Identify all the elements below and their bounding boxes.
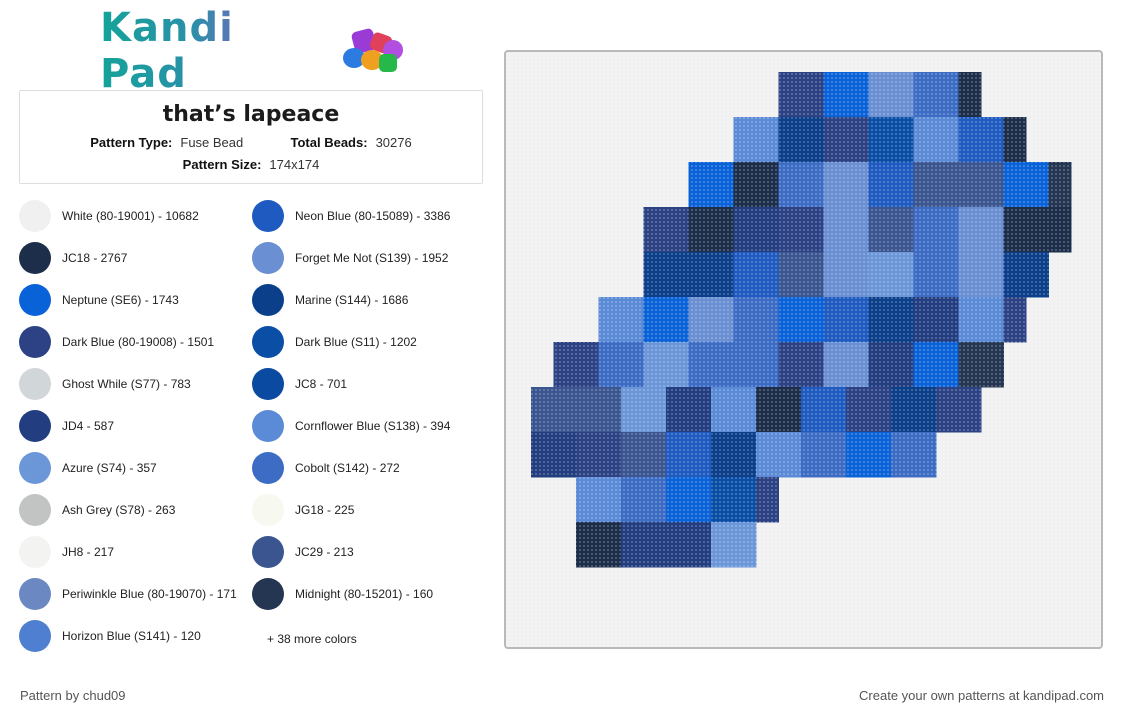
- pattern-info-card: that’s lapeace Pattern Type: Fuse Bead To…: [19, 90, 483, 184]
- color-label: Dark Blue (S11) - 1202: [295, 335, 417, 349]
- color-label: Ash Grey (S78) - 263: [62, 503, 176, 517]
- color-swatch: [252, 452, 284, 484]
- color-label: Ghost While (S77) - 783: [62, 377, 191, 391]
- color-label: Cornflower Blue (S138) - 394: [295, 419, 451, 433]
- color-legend-item: Horizon Blue (S141) - 120: [19, 620, 201, 652]
- color-label: Azure (S74) - 357: [62, 461, 157, 475]
- color-legend-item: JC29 - 213: [252, 536, 354, 568]
- color-label: JC8 - 701: [295, 377, 348, 391]
- color-legend-item: Neon Blue (80-15089) - 3386: [252, 200, 450, 232]
- color-label: Forget Me Not (S139) - 1952: [295, 251, 449, 265]
- color-legend-item: Dark Blue (S11) - 1202: [252, 326, 417, 358]
- color-legend-item: Ghost While (S77) - 783: [19, 368, 191, 400]
- beads-logo-icon: [339, 26, 410, 76]
- color-swatch: [252, 368, 284, 400]
- total-beads-value: 30276: [375, 135, 412, 150]
- color-legend-item: Dark Blue (80-19008) - 1501: [19, 326, 214, 358]
- total-beads-label: Total Beads:: [290, 135, 368, 150]
- color-label: JC18 - 2767: [62, 251, 128, 265]
- create-patterns-link[interactable]: Create your own patterns at kandipad.com: [859, 688, 1104, 703]
- color-swatch: [252, 578, 284, 610]
- color-label: Neptune (SE6) - 1743: [62, 293, 179, 307]
- color-legend-item: JC18 - 2767: [19, 242, 127, 274]
- color-label: Marine (S144) - 1686: [295, 293, 409, 307]
- color-swatch: [19, 578, 51, 610]
- color-label: Cobolt (S142) - 272: [295, 461, 400, 475]
- color-swatch: [252, 326, 284, 358]
- color-label: JC29 - 213: [295, 545, 354, 559]
- color-legend-item: Forget Me Not (S139) - 1952: [252, 242, 448, 274]
- color-label: Dark Blue (80-19008) - 1501: [62, 335, 215, 349]
- color-swatch: [252, 494, 284, 526]
- kandipad-logo[interactable]: Kandi Pad: [100, 5, 410, 97]
- color-swatch: [19, 200, 51, 232]
- color-legend-item: Midnight (80-15201) - 160: [252, 578, 433, 610]
- color-swatch: [252, 410, 284, 442]
- color-label: JG18 - 225: [295, 503, 355, 517]
- color-legend-item: Cobolt (S142) - 272: [252, 452, 400, 484]
- color-label: Midnight (80-15201) - 160: [295, 587, 434, 601]
- color-swatch: [252, 536, 284, 568]
- color-swatch: [19, 368, 51, 400]
- logo-text: Kandi Pad: [100, 5, 331, 97]
- color-swatch: [19, 326, 51, 358]
- pattern-type-value: Fuse Bead: [180, 135, 244, 150]
- pattern-size-value: 174x174: [269, 157, 320, 172]
- color-swatch: [252, 284, 284, 316]
- pattern-size-label: Pattern Size:: [182, 157, 262, 172]
- color-legend-item: White (80-19001) - 10682: [19, 200, 199, 232]
- color-label: White (80-19001) - 10682: [62, 209, 199, 223]
- color-legend-item: JD4 - 587: [19, 410, 114, 442]
- color-legend-item: Azure (S74) - 357: [19, 452, 157, 484]
- color-label: Neon Blue (80-15089) - 3386: [295, 209, 451, 223]
- color-swatch: [19, 242, 51, 274]
- color-swatch: [19, 536, 51, 568]
- pattern-title: that’s lapeace: [162, 102, 340, 127]
- color-label: JH8 - 217: [62, 545, 115, 559]
- color-label: Periwinkle Blue (80-19070) - 171: [62, 587, 237, 601]
- pattern-type-label: Pattern Type:: [90, 135, 173, 150]
- color-swatch: [252, 242, 284, 274]
- color-legend-item: Periwinkle Blue (80-19070) - 171: [19, 578, 237, 610]
- color-legend-item: Cornflower Blue (S138) - 394: [252, 410, 450, 442]
- more-colors-link[interactable]: + 38 more colors: [267, 632, 357, 646]
- color-legend-item: Ash Grey (S78) - 263: [19, 494, 175, 526]
- color-label: JD4 - 587: [62, 419, 115, 433]
- color-swatch: [252, 200, 284, 232]
- color-legend-item: JC8 - 701: [252, 368, 347, 400]
- pattern-preview-image: [506, 52, 1101, 647]
- pattern-meta-row: Pattern Type: Fuse Bead Total Beads: 30276: [20, 135, 482, 151]
- pattern-size-row: Pattern Size: 174x174: [20, 157, 482, 173]
- color-legend-item: Neptune (SE6) - 1743: [19, 284, 179, 316]
- color-swatch: [19, 452, 51, 484]
- pattern-preview-board: [504, 50, 1103, 649]
- color-swatch: [19, 284, 51, 316]
- color-label: Horizon Blue (S141) - 120: [62, 629, 201, 643]
- color-legend-item: JH8 - 217: [19, 536, 114, 568]
- color-legend-item: JG18 - 225: [252, 494, 354, 526]
- color-swatch: [19, 494, 51, 526]
- color-swatch: [19, 620, 51, 652]
- color-swatch: [19, 410, 51, 442]
- pattern-author: Pattern by chud09: [20, 688, 126, 703]
- color-legend-item: Marine (S144) - 1686: [252, 284, 408, 316]
